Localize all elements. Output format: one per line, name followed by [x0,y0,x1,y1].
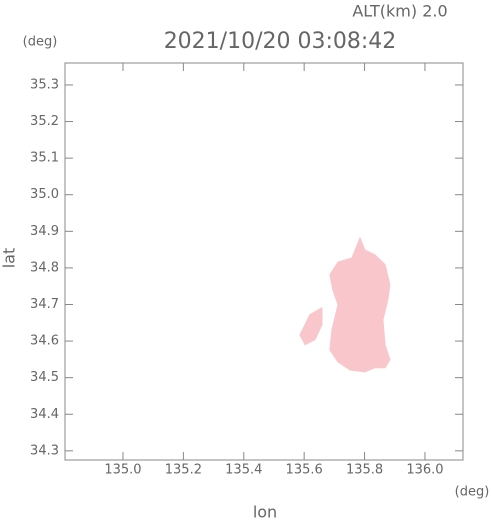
x-tick-label: 135.6 [286,463,323,478]
y-tick-label: 34.8 [30,260,59,275]
y-tick-label: 34.5 [30,370,59,385]
x-tick-label: 135.0 [104,463,141,478]
y-tick-label: 35.0 [30,187,59,202]
y-tick-label: 35.3 [30,77,59,92]
plot-frame [64,62,464,461]
y-unit: (deg) [23,35,58,50]
annotation: ALT(km) 2.0 [352,2,447,21]
y-tick-label: 35.2 [30,114,59,129]
x-axis-label: lon [253,503,277,521]
x-tick-label: 135.4 [225,463,262,478]
y-tick-label: 34.7 [30,297,59,312]
y-tick-label: 34.9 [30,224,59,239]
x-unit: (deg) [455,485,490,500]
y-tick-label: 34.4 [30,407,59,422]
x-tick-label: 135.2 [165,463,202,478]
y-tick-label: 34.6 [30,334,59,349]
echo-region [329,236,391,373]
y-axis-label: lat [0,248,19,269]
y-tick-label: 35.1 [30,151,59,166]
y-tick-label: 34.3 [30,443,59,458]
x-tick-label: 136.0 [406,463,443,478]
chart-title: 2021/10/20 03:08:42 [164,29,397,54]
x-tick-label: 135.8 [346,463,383,478]
echo-region [299,306,323,346]
